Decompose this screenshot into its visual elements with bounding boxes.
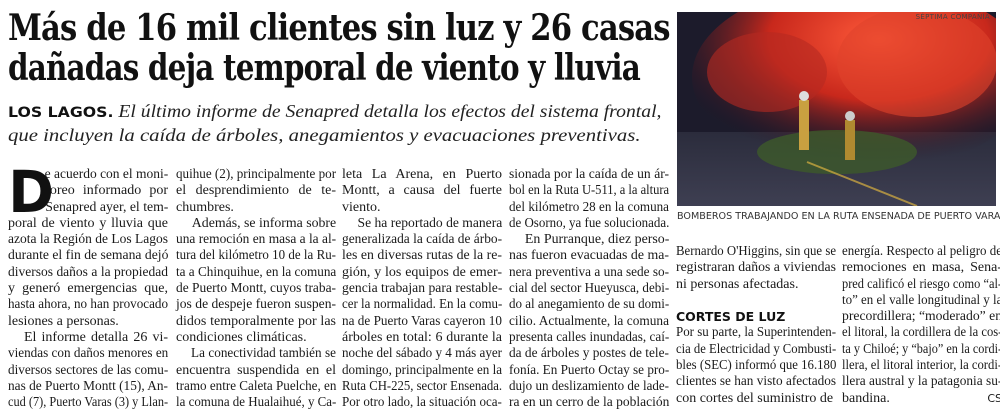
- article-text-line: gencia trabajan para restable-: [342, 281, 503, 297]
- section-kicker: LOS LAGOS.: [8, 105, 114, 121]
- article-text-line: dujo un deslizamiento de lade-: [509, 378, 669, 394]
- article-text-line: Senapred ayer, el tem-: [45, 199, 169, 215]
- article-text-line: la comuna de Hualaihué, y Ca-: [176, 395, 337, 411]
- article-text-line: nas de Puerto Montt (15), An-: [8, 378, 168, 394]
- article-text-line: clientes se han visto afectados: [676, 374, 836, 390]
- article-text-line: e acuerdo con el moni-: [44, 167, 169, 182]
- article-text-line: gión, y los equipos de emer-: [342, 264, 502, 280]
- article-text-line: hasta ahora, no han provocado: [8, 297, 168, 313]
- article-text-line: didos temporalmente por las: [176, 313, 336, 329]
- article-text-line: Montt, a causa del fuerte: [342, 183, 502, 199]
- article-text-line: cial del sector Hueyusca, debi-: [509, 281, 670, 297]
- article-text-line: Bernardo O'Higgins, sin que se: [676, 244, 836, 259]
- article-text-line: domingo, principalmente en la: [342, 362, 503, 378]
- article-text-line: na de Puerto Varas cayeron 10: [342, 313, 502, 329]
- article-text-line: y generó emergencias que,: [8, 281, 168, 297]
- article-text-line: durante el fin de semana dejó: [8, 248, 169, 264]
- article-text-line: quihue (2), principalmente por: [176, 167, 337, 182]
- article-text-line: árboles en total: 6 durante la: [342, 329, 502, 345]
- article-text-line: Ruta CH-225, sector Ensenada.: [342, 378, 503, 394]
- end-mark-logo: CS: [987, 391, 1000, 405]
- article-text-line: de Osorno, ya fue solucionada.: [509, 215, 670, 231]
- article-text-line: llera, el litoral interior, la cordi-: [842, 358, 1000, 374]
- article-text-line: nera preventiva a una sede so-: [509, 264, 670, 280]
- article-text-line: Se ha reportado de manera: [357, 215, 503, 231]
- article-column-4: sionada por la caída de un ár-bol en la …: [509, 167, 669, 411]
- article-text-line: sionada por la caída de un ár-: [509, 167, 669, 182]
- article-text-line: bles (SEC) informó que 16.180: [676, 358, 837, 374]
- headline-line-1: Más de 16 mil clientes sin luz y 26 casa…: [8, 7, 670, 49]
- article-text-line: El informe detalla 26 vi-: [24, 329, 168, 345]
- photo-credit: SÉPTIMA COMPAÑÍA: [915, 13, 990, 21]
- article-text-line: diversos sectores de las comu-: [8, 362, 169, 378]
- article-text-line: bandina. CS: [842, 390, 1000, 406]
- article-text-line: encuentra suspendida en el: [176, 362, 336, 378]
- article-text-line: tura del kilómetro 10 de la Ru-: [176, 248, 336, 264]
- article-text-line: bol en la Ruta U-511, a la altura: [509, 183, 670, 199]
- article-text-line: da de árboles y postes de tele-: [509, 346, 669, 362]
- article-text-line: ni personas afectadas.: [676, 276, 799, 292]
- article-text-line: de Puerto Montt, cuyos traba-: [176, 281, 336, 297]
- article-text-line: generalizada la caída de árbo-: [342, 232, 503, 248]
- article-text-line: nas fueron evacuadas de ma-: [509, 248, 669, 264]
- article-text-line: poral de viento y lluvia que: [8, 215, 168, 231]
- article-text-line: La conectividad también se: [191, 346, 336, 362]
- article-text-line: les en diversas rutas de la re-: [342, 248, 502, 264]
- article-column-6: energía. Respecto al peligro de remocione…: [842, 244, 1000, 407]
- article-text-line: noche del sábado y 4 más ayer: [342, 346, 503, 362]
- article-column-1: D e acuerdo con el moni-toreo informado …: [8, 158, 169, 411]
- article-text-line: energía. Respecto al peligro de: [842, 244, 1000, 259]
- article-text-line: leta La Arena, en Puerto: [342, 167, 502, 182]
- article-column-3: leta La Arena, en Puerto Montt, a causa d…: [342, 167, 502, 411]
- lead-text-1: El último informe de Senapred detalla lo…: [118, 101, 662, 121]
- article-text-line: cud (7), Puerto Varas (3) y Llan-: [8, 395, 169, 411]
- article-text-line: registraran daños a viviendas: [676, 260, 836, 276]
- firefighters-photo-image: [677, 12, 996, 206]
- article-text-line: to” en el valle longitudinal y la: [842, 292, 1000, 308]
- article-text-line: cer la normalidad. En la comu-: [342, 297, 503, 313]
- subhead-cortes-de-luz: CORTES DE LUZ: [676, 309, 786, 325]
- article-text-line: pred calificó el riesgo como “al-: [842, 276, 1000, 292]
- article-text-line: Por otro lado, la situación oca-: [342, 395, 502, 411]
- article-text-line: del kilómetro 28 en la comuna: [509, 199, 669, 215]
- article-text-line: Por su parte, la Superintenden-: [676, 325, 837, 341]
- drop-cap: D: [8, 158, 54, 226]
- article-text-line: remociones en masa, Sena-: [842, 260, 1000, 276]
- article-text-line: cilio. Actualmente, la comuna: [509, 313, 669, 329]
- article-text-line: cia de Electricidad y Combusti-: [676, 341, 837, 357]
- article-text-line: lesiones a personas.: [8, 313, 119, 329]
- article-text-line: chumbres.: [176, 199, 234, 215]
- article-column-2: quihue (2), principalmente por el despren…: [176, 167, 336, 411]
- photo-caption: BOMBEROS TRABAJANDO EN LA RUTA ENSENADA …: [677, 211, 1000, 222]
- headline: Más de 16 mil clientes sin luz y 26 casa…: [8, 8, 670, 88]
- article-text-line: toreo informado por: [46, 183, 168, 199]
- article-text-line: llera austral y la patagonia su-: [842, 374, 1000, 390]
- article-text-line: viento.: [342, 199, 381, 215]
- article-text-line: fonía. En Puerto Octay se pro-: [509, 362, 670, 378]
- article-text-line: Además, se informa sobre: [191, 215, 337, 231]
- article-text-line: una remoción en masa a la al-: [176, 232, 337, 248]
- article-text-line: el litoral, la cordillera de la cos-: [842, 325, 1000, 341]
- article-text-line: viendas con daños menores en: [8, 346, 169, 362]
- article-text-line: do al anegamiento de su domi-: [509, 297, 670, 313]
- article-text-line: tramo entre Caleta Puelche, en: [176, 378, 337, 394]
- article-text-line: ta a Chinquihue, en la comuna: [176, 264, 337, 280]
- article-text-line: condiciones climáticas.: [176, 329, 307, 345]
- article-text-line: con cortes del suministro de: [676, 390, 834, 406]
- article-text-line: En Purranque, diez perso-: [524, 232, 670, 248]
- headline-line-2: dañadas deja temporal de viento y lluvia: [8, 47, 641, 89]
- lead-text-2: que incluyen la caída de árboles, anegam…: [8, 125, 641, 145]
- article-text-line: ta y Chiloé; y “bajo” en la cordi-: [842, 341, 1000, 357]
- article-column-5: Bernardo O'Higgins, sin que se registrara…: [676, 244, 836, 407]
- article-text-line: presenta calles inundadas, caí-: [509, 329, 670, 345]
- news-photo: SÉPTIMA COMPAÑÍA: [677, 12, 996, 206]
- article-text-line: jos de despeje fueron suspen-: [176, 297, 336, 313]
- article-text-line: precordillera; “moderado” en: [842, 309, 1000, 325]
- article-text-line: el desprendimiento de te-: [176, 183, 336, 199]
- article-text-line: diversos daños a la propiedad: [8, 264, 168, 280]
- lead-paragraph: LOS LAGOS. El último informe de Senapred…: [8, 100, 663, 146]
- article-text-line: azota la Región de Los Lagos: [8, 232, 169, 248]
- article-text-line: ra en un cerro de la población: [509, 395, 670, 411]
